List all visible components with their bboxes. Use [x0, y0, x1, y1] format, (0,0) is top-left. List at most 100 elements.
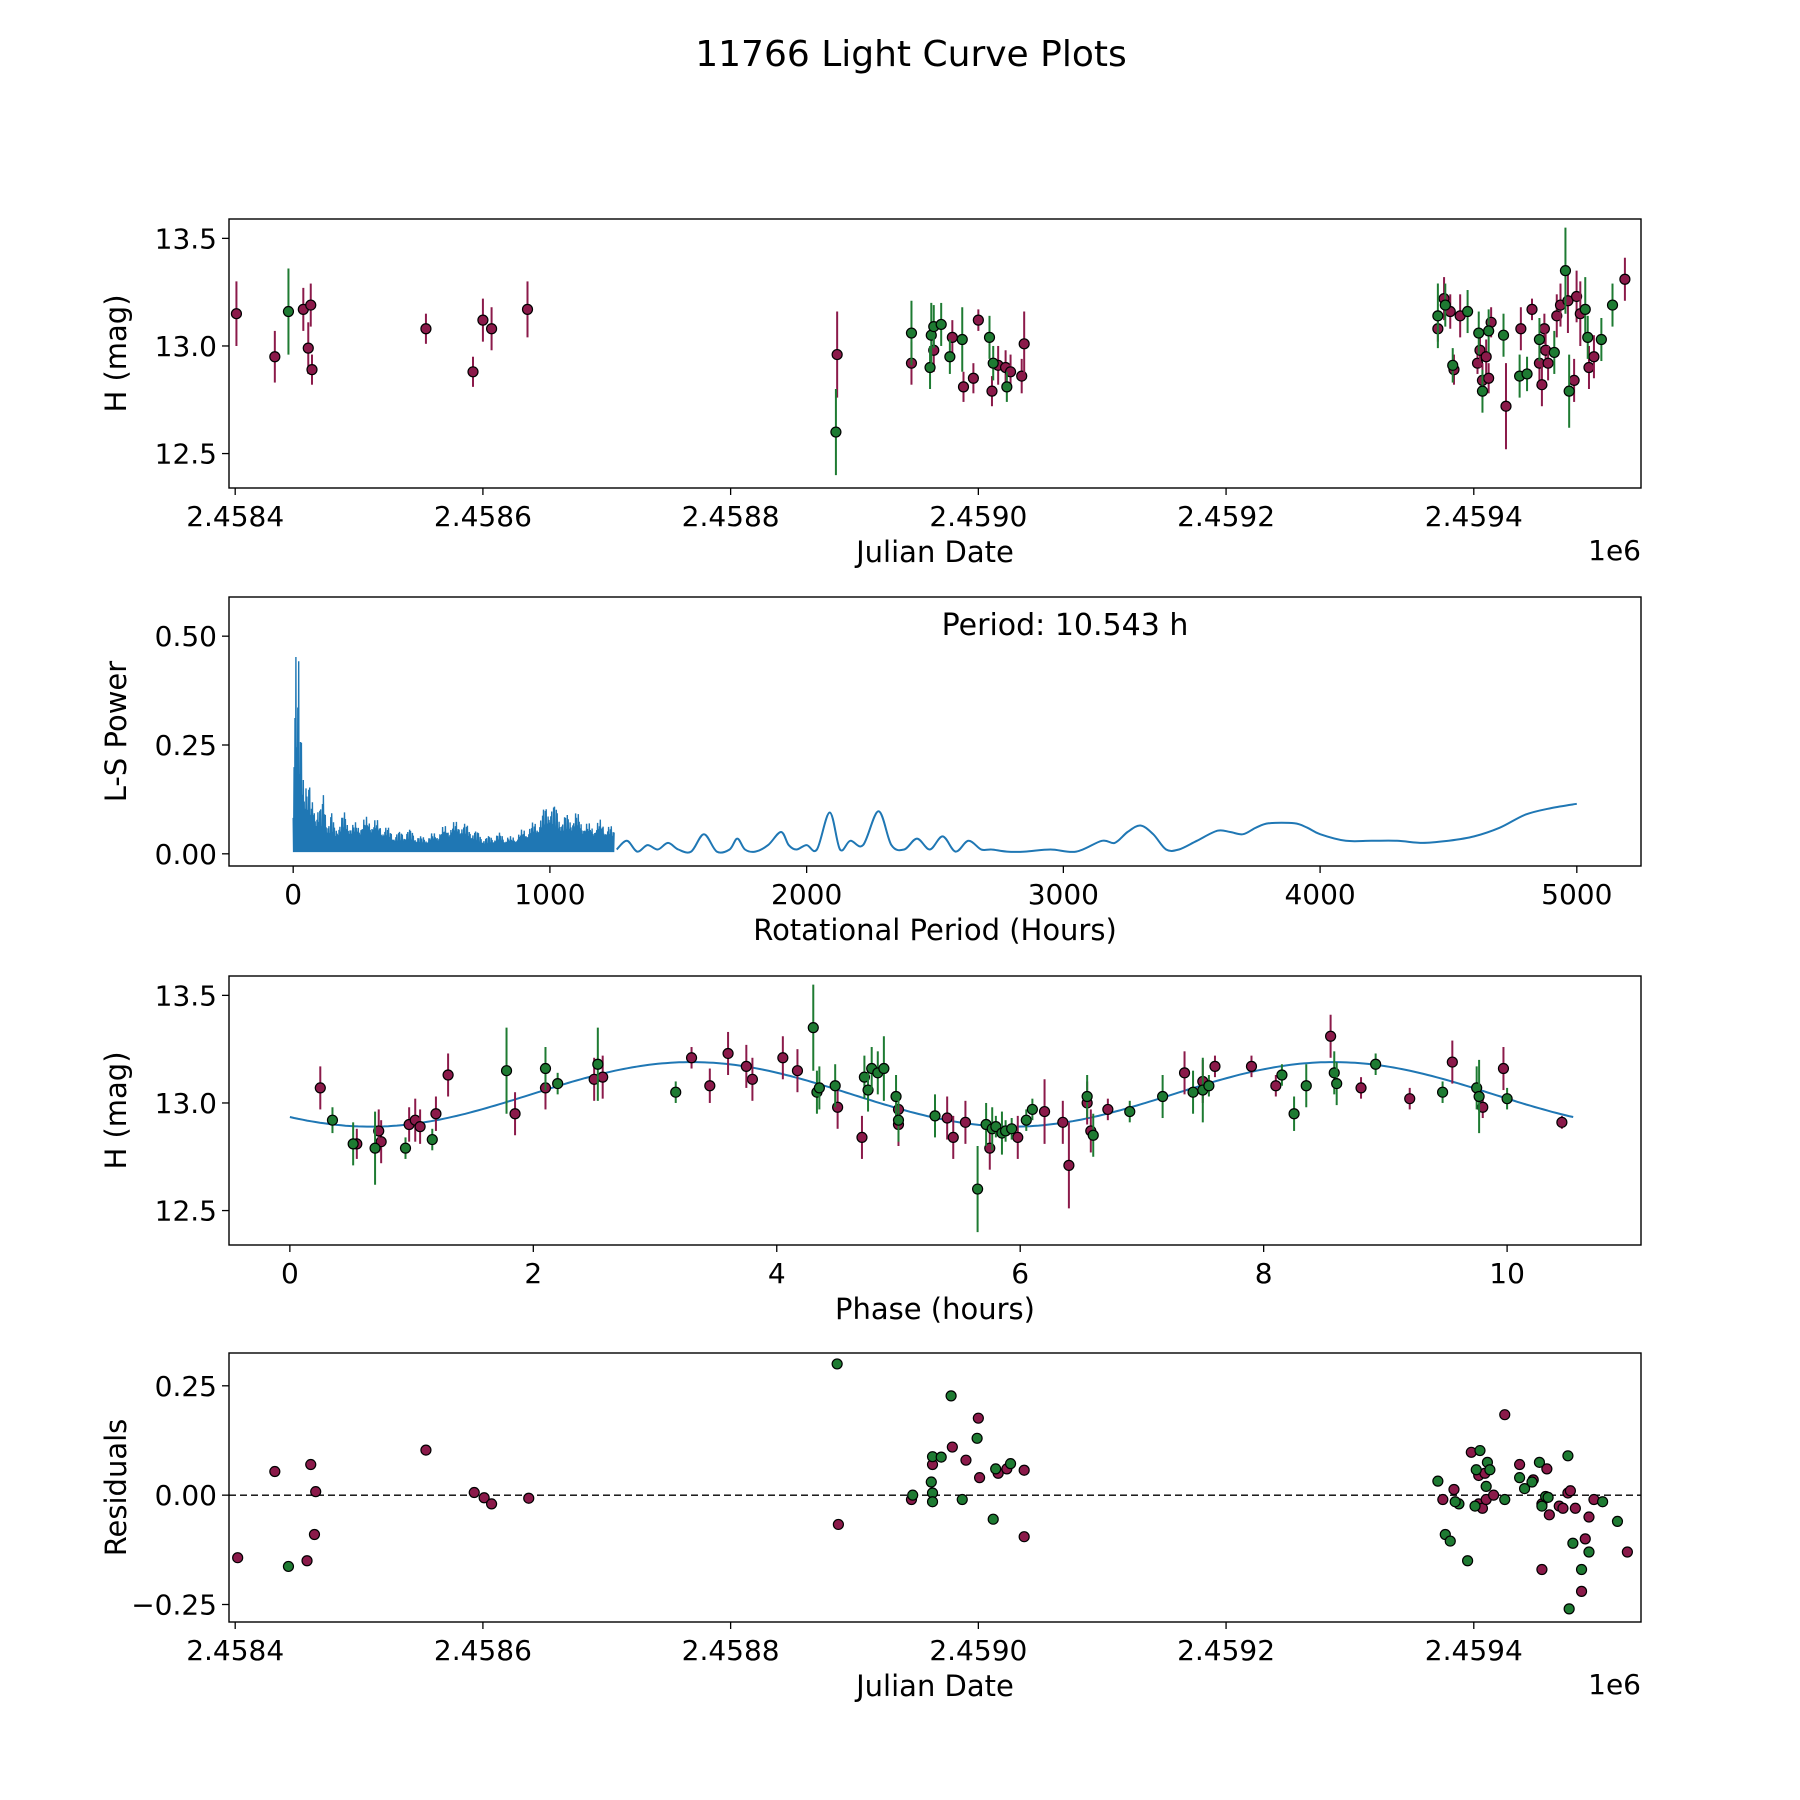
data-point: [1500, 400, 1512, 412]
data-point: [956, 333, 968, 346]
data-point: [230, 308, 243, 320]
data-point: [1020, 1114, 1032, 1126]
data-point: [1564, 1485, 1577, 1497]
data-point: [1551, 310, 1563, 322]
data-point: [1404, 1093, 1416, 1105]
data-point: [1018, 338, 1030, 350]
data-point: [1203, 1080, 1215, 1092]
data-point: [326, 1114, 339, 1126]
data-point: [740, 1060, 752, 1072]
data-point: [305, 1458, 317, 1471]
data-point: [509, 1108, 521, 1120]
data-point: [269, 351, 281, 363]
data-point: [777, 1052, 789, 1064]
data-point: [1557, 1502, 1569, 1514]
data-point: [1526, 1476, 1538, 1488]
data-point: [1563, 385, 1575, 397]
data-point: [399, 1142, 412, 1154]
data-point: [1488, 1489, 1500, 1501]
data-point: [1583, 1511, 1595, 1523]
data-point: [1038, 1105, 1051, 1118]
x-tick-label: 2.4588: [682, 500, 780, 533]
data-point: [1432, 310, 1444, 322]
data-point: [1536, 1500, 1548, 1512]
data-point: [282, 1560, 295, 1573]
x-tick-label: 2.4586: [434, 1634, 532, 1667]
data-point: [990, 1463, 1002, 1475]
y-tick-label: 12.5: [155, 1195, 217, 1228]
plot-area: [289, 984, 1574, 1233]
data-point: [1473, 1090, 1485, 1103]
y-tick-label: 12.5: [155, 438, 217, 471]
data-point: [935, 1451, 947, 1463]
data-point: [269, 1465, 281, 1478]
series-maroon: [230, 257, 1631, 450]
y-tick-label: 13.0: [155, 1087, 217, 1120]
data-point: [1497, 329, 1510, 341]
data-point: [1288, 1108, 1300, 1120]
data-point: [935, 318, 947, 331]
data-point: [485, 323, 498, 335]
data-point: [1533, 1456, 1546, 1468]
data-point: [301, 1555, 313, 1567]
data-point: [945, 1390, 957, 1402]
data-point: [1081, 1090, 1093, 1103]
data-point: [890, 1090, 902, 1103]
panel-periodogram: 0 1000 2000 3000 4000 5000 0.00 0.25 0.50 Rotatio…: [99, 596, 1642, 947]
axes-frame: [228, 975, 1642, 1246]
figure-title: 11766 Light Curve Plots: [695, 34, 1127, 75]
y-tick-label: 0.00: [155, 838, 217, 871]
data-point: [1328, 1067, 1340, 1079]
series-maroon: [232, 1409, 1633, 1597]
data-point: [972, 1412, 984, 1424]
data-point: [1518, 1482, 1531, 1495]
y-axis-label: H (mag): [99, 294, 133, 412]
data-point: [1575, 1585, 1588, 1597]
data-point: [1474, 1444, 1486, 1457]
data-point: [1469, 1500, 1481, 1512]
data-point: [1087, 1129, 1099, 1141]
x-offset-text: 1e6: [1588, 534, 1641, 567]
data-point: [832, 1101, 844, 1113]
data-point: [892, 1114, 905, 1126]
data-point: [925, 1476, 937, 1488]
data-point: [467, 366, 479, 378]
data-point: [1477, 1101, 1489, 1113]
data-point: [1562, 1450, 1574, 1462]
data-point: [1499, 1493, 1511, 1506]
data-point: [592, 1058, 604, 1070]
periodogram-line-long-period: [615, 802, 1577, 854]
data-point: [308, 1528, 321, 1541]
data-point: [1526, 303, 1538, 315]
data-point: [807, 1022, 819, 1034]
data-point: [946, 331, 958, 343]
period-annotation: Period: 10.543 h: [942, 608, 1189, 643]
data-point: [1536, 1563, 1548, 1576]
data-point: [1597, 1496, 1609, 1508]
data-point: [539, 1062, 552, 1075]
data-point: [1436, 1086, 1449, 1098]
data-point: [831, 348, 843, 361]
data-point: [972, 1183, 984, 1195]
data-point: [1611, 1515, 1624, 1527]
data-point: [858, 1071, 871, 1083]
axes-frame: [228, 1352, 1642, 1623]
data-point: [960, 1454, 972, 1466]
data-point: [907, 1489, 919, 1501]
data-point: [1533, 333, 1546, 346]
panel-residuals: 2.4584 2.4586 2.4588 2.4590 2.4592 2.4594 −0.2…: [99, 1352, 1642, 1703]
data-point: [685, 1052, 698, 1064]
data-point: [1331, 1077, 1343, 1090]
data-point: [957, 381, 970, 393]
series-green: [282, 227, 1619, 476]
data-point: [1270, 1080, 1282, 1092]
data-point: [929, 1110, 941, 1122]
data-point: [420, 1444, 432, 1456]
x-tick-label: 4000: [1284, 878, 1355, 911]
data-point: [1536, 379, 1548, 391]
data-point: [1461, 1555, 1474, 1567]
data-point: [1543, 1509, 1555, 1521]
data-point: [1484, 1464, 1496, 1476]
